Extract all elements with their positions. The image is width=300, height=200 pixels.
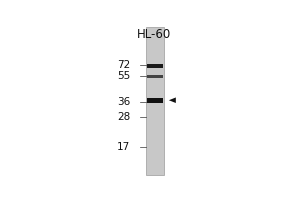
Text: 17: 17 [117,142,130,152]
Text: 36: 36 [117,97,130,107]
Text: 28: 28 [117,112,130,122]
Polygon shape [169,97,176,103]
Text: HL-60: HL-60 [136,28,171,41]
Bar [147,64,163,68]
Text: 72: 72 [117,60,130,70]
Text: 55: 55 [117,71,130,81]
Bar [147,75,163,78]
Bar [146,27,164,175]
Bar [147,98,163,103]
